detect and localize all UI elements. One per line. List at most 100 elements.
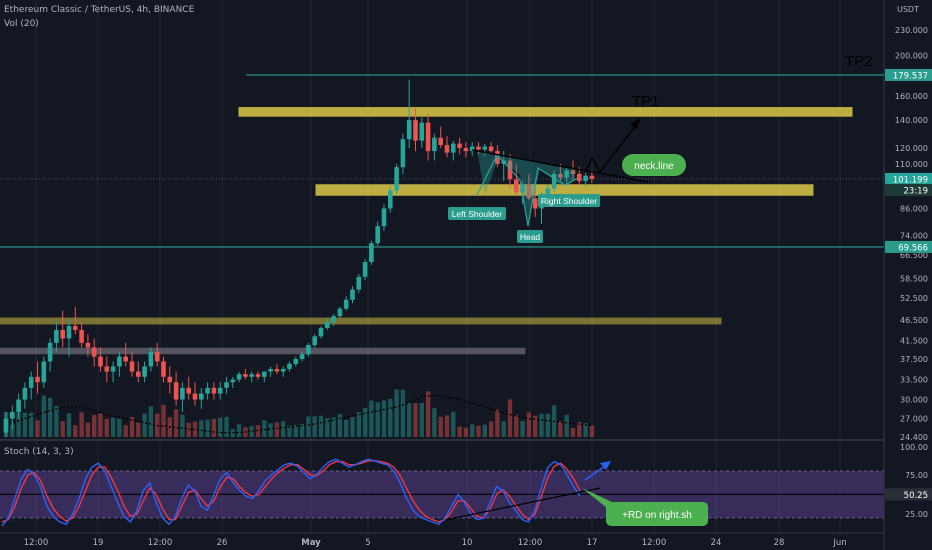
candle-body-52 xyxy=(331,316,336,322)
left-shoulder-label-bg xyxy=(448,207,506,220)
volume-bar-39 xyxy=(249,426,254,437)
candle-body-70 xyxy=(444,145,450,153)
y-tick-14: 33.500 xyxy=(900,375,928,384)
candle-body-19 xyxy=(123,356,128,362)
candle-body-88 xyxy=(558,173,563,178)
y-tick-3: 140.000 xyxy=(895,116,928,125)
rd-callout-tail xyxy=(582,488,612,512)
candle-body-68 xyxy=(432,137,437,152)
candle-body-8 xyxy=(54,330,59,343)
y-tick-16: 27.000 xyxy=(900,415,928,424)
volume-bar-84 xyxy=(533,415,538,437)
price-label-low: 69.566 xyxy=(898,243,928,253)
volume-bar-9 xyxy=(60,421,65,437)
candle-body-32 xyxy=(205,387,210,394)
x-tick-6: 10 xyxy=(462,538,473,548)
volume-bar-20 xyxy=(129,416,135,437)
candle-body-60 xyxy=(381,208,387,227)
volume-bar-43 xyxy=(274,422,280,437)
candle-body-6 xyxy=(41,361,47,383)
volume-bar-60 xyxy=(381,400,387,437)
candle-body-15 xyxy=(98,356,103,367)
candle-body-2 xyxy=(16,399,21,413)
volume-bar-34 xyxy=(218,417,223,437)
volume-bar-37 xyxy=(236,424,242,437)
candle-body-93 xyxy=(589,175,595,179)
candle-body-87 xyxy=(551,173,557,189)
volume-bar-44 xyxy=(281,421,286,437)
x-tick-7: 12:00 xyxy=(518,538,543,548)
neckline-bubble xyxy=(622,154,686,176)
candle-body-5 xyxy=(35,376,40,383)
stoch-k-line xyxy=(1,458,581,527)
head-label-bg xyxy=(517,230,543,243)
volume-bar-35 xyxy=(224,416,229,437)
x-tick-0: 12:00 xyxy=(24,538,49,548)
volume-bar-12 xyxy=(79,412,84,437)
x-tick-9: 12:00 xyxy=(642,538,667,548)
x-tick-11: 28 xyxy=(774,538,785,548)
volume-bar-79 xyxy=(501,421,506,437)
stoch-pane[interactable]: +RD on right.sh xyxy=(0,458,884,527)
volume-bar-74 xyxy=(470,424,475,437)
candle-body-71 xyxy=(451,143,456,153)
candle-body-38 xyxy=(243,374,248,377)
volume-bar-77 xyxy=(488,421,494,437)
volume-bar-49 xyxy=(312,416,317,437)
candle-body-61 xyxy=(388,190,393,209)
candle-body-47 xyxy=(299,354,305,360)
volume-bar-22 xyxy=(142,413,147,437)
candle-body-23 xyxy=(148,351,154,367)
candle-body-10 xyxy=(66,325,72,339)
volume-bar-67 xyxy=(425,391,431,437)
volume-label: Vol (20) xyxy=(4,19,39,29)
volume-ma-line xyxy=(5,394,592,434)
y-tick-8: 66.500 xyxy=(900,251,928,260)
neckline-text: neck.line xyxy=(634,161,674,172)
volume-bar-53 xyxy=(337,414,343,437)
candle-body-73 xyxy=(463,148,469,152)
stoch-value: 50.25 xyxy=(904,491,928,501)
x-tick-2: 12:00 xyxy=(148,538,173,548)
volume-bar-63 xyxy=(400,389,406,437)
volume-bar-8 xyxy=(54,405,59,437)
candle-body-37 xyxy=(236,374,242,380)
candle-body-14 xyxy=(91,347,97,357)
stoch-label: Stoch (14, 3, 3) xyxy=(4,447,74,457)
volume-bar-58 xyxy=(369,400,374,437)
zone-supply-3 xyxy=(0,347,526,355)
x-tick-3: 26 xyxy=(217,538,228,548)
divergence-line xyxy=(444,487,601,521)
volume-bar-89 xyxy=(564,414,569,437)
stoch-value-bg xyxy=(885,488,932,501)
rd-callout xyxy=(606,502,708,526)
candle-body-56 xyxy=(356,276,362,290)
volume-bar-75 xyxy=(476,425,481,437)
price-pane[interactable] xyxy=(0,74,884,437)
candle-body-65 xyxy=(413,120,418,141)
volume-bar-11 xyxy=(73,425,78,437)
candle-body-83 xyxy=(526,184,532,199)
candle-body-76 xyxy=(482,146,488,150)
symbol-title: Ethereum Classic / TetherUS, 4h, BINANCE xyxy=(4,5,195,15)
volume-bar-23 xyxy=(148,406,154,437)
y-tick-10: 52.500 xyxy=(900,294,928,303)
candle-body-53 xyxy=(337,308,343,317)
candle-body-27 xyxy=(173,382,179,400)
candle-body-30 xyxy=(192,393,198,400)
candle-body-22 xyxy=(142,366,147,377)
volume-bar-51 xyxy=(325,418,330,437)
volume-bar-66 xyxy=(419,402,424,437)
volume-bar-27 xyxy=(173,409,179,437)
candle-body-69 xyxy=(438,137,443,146)
volume-bar-65 xyxy=(413,403,418,437)
candle-body-24 xyxy=(154,351,160,362)
candle-body-57 xyxy=(362,262,368,277)
x-tick-10: 24 xyxy=(711,538,722,548)
volume-bar-47 xyxy=(299,424,305,437)
volume-bar-56 xyxy=(356,412,361,437)
